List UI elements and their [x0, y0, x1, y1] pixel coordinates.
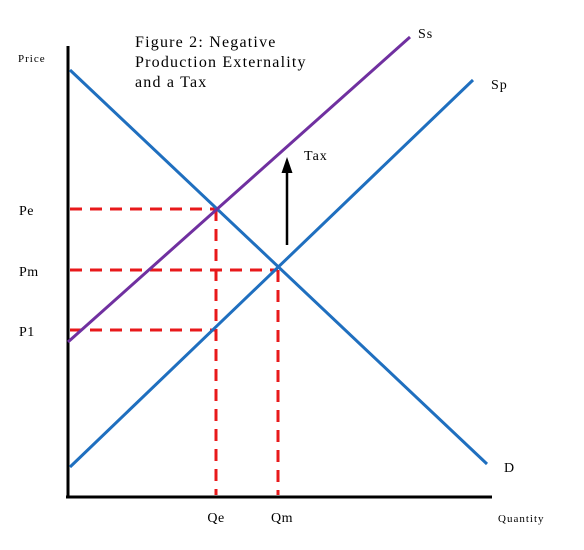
- figure-title-line-2: Production Externality: [135, 54, 307, 71]
- private-supply-curve: [68, 78, 475, 469]
- price-label-pe: Pe: [19, 204, 34, 219]
- price-label-pm: Pm: [19, 265, 39, 280]
- tax-label: Tax: [304, 149, 328, 164]
- demand-label: D: [504, 461, 515, 476]
- quantity-label-qe: Qe: [207, 511, 224, 526]
- figure-title-line-1: Figure 2: Negative: [135, 34, 277, 51]
- y-axis-title: Price: [18, 53, 46, 65]
- figure-title-line-3: and a Tax: [135, 74, 207, 91]
- x-axis-title: Quantity: [498, 513, 545, 525]
- social-supply-label: Ss: [418, 27, 433, 42]
- tax-arrow-icon: [281, 157, 293, 173]
- social-supply-curve: [67, 35, 411, 344]
- equilibrium-guides: [70, 207, 280, 495]
- price-label-p1: P1: [19, 325, 35, 340]
- private-supply-label: Sp: [491, 78, 508, 93]
- quantity-label-qm: Qm: [271, 511, 293, 526]
